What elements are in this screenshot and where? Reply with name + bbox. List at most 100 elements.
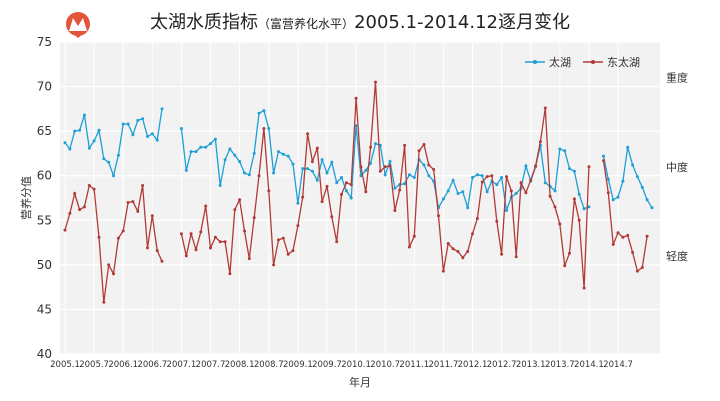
data-point — [73, 129, 77, 133]
data-point — [228, 147, 232, 151]
data-point — [121, 122, 125, 126]
title-main: 太湖水质指标 — [150, 12, 259, 33]
data-point — [102, 157, 106, 161]
data-point — [247, 257, 251, 261]
data-point — [403, 143, 407, 147]
data-point — [68, 147, 72, 151]
data-point — [92, 187, 96, 191]
x-tick-label: 2009.7 — [312, 360, 342, 370]
data-point — [335, 181, 339, 185]
data-point — [291, 249, 295, 253]
data-point — [558, 147, 562, 151]
data-point — [136, 209, 140, 213]
data-point — [218, 184, 222, 187]
data-point — [456, 192, 460, 195]
data-point — [490, 174, 494, 178]
x-axis-label: 年月 — [349, 375, 371, 389]
data-point — [383, 173, 387, 177]
data-point — [393, 186, 397, 190]
data-point — [475, 217, 479, 220]
data-point — [155, 138, 159, 142]
data-point — [495, 183, 499, 187]
x-tick-label: 2011.1 — [399, 360, 429, 370]
data-point — [553, 189, 557, 193]
data-point — [427, 174, 431, 178]
data-point — [335, 240, 339, 244]
data-point — [272, 263, 276, 267]
data-point — [475, 173, 479, 177]
data-point — [505, 175, 508, 179]
data-point — [505, 209, 508, 212]
data-point — [407, 173, 411, 177]
severity-label: 轻度 — [666, 249, 688, 263]
data-point — [437, 214, 440, 218]
data-point — [238, 160, 242, 163]
data-point — [485, 190, 489, 194]
data-point — [228, 272, 232, 276]
legend-label: 东太湖 — [607, 56, 640, 69]
data-point — [243, 229, 246, 233]
data-point — [378, 169, 382, 173]
data-point — [514, 192, 518, 195]
data-point — [252, 216, 256, 220]
data-point — [315, 178, 319, 182]
data-point — [495, 219, 499, 223]
data-point — [233, 153, 237, 157]
data-point — [563, 264, 567, 268]
data-point — [116, 153, 120, 157]
data-point — [325, 171, 329, 175]
data-point — [543, 181, 547, 185]
severity-label: 重度 — [666, 71, 688, 85]
legend-marker — [591, 60, 595, 64]
data-point — [451, 247, 455, 251]
data-point — [204, 145, 208, 149]
data-point — [126, 122, 130, 126]
data-point — [262, 127, 266, 130]
data-point — [349, 183, 353, 187]
x-tick-label: 2010.7 — [370, 360, 400, 370]
data-point — [296, 201, 300, 205]
x-tick-label: 2008.7 — [254, 360, 284, 370]
data-point — [572, 197, 576, 201]
data-point — [572, 169, 576, 173]
data-point — [277, 150, 280, 154]
data-point — [296, 224, 300, 228]
x-tick-label: 2006.1 — [108, 360, 138, 370]
chart-title: 太湖水质指标（富营养化水平）2005.1-2014.12逐月变化 — [0, 8, 720, 34]
y-axis-label: 营养分值 — [19, 176, 33, 220]
data-point — [645, 198, 649, 202]
data-point — [291, 162, 295, 166]
data-point — [577, 218, 581, 222]
data-point — [602, 159, 605, 163]
data-point — [631, 250, 635, 254]
x-tick-label: 2014.1 — [574, 360, 604, 370]
data-point — [407, 245, 411, 249]
data-point — [150, 214, 154, 218]
data-point — [126, 201, 130, 204]
data-point — [611, 242, 615, 246]
x-tick-label: 2010.1 — [341, 360, 371, 370]
x-tick-label: 2007.7 — [196, 360, 226, 370]
data-point — [645, 234, 649, 238]
data-point — [141, 117, 145, 121]
data-point — [344, 189, 348, 193]
data-point — [451, 178, 455, 182]
data-point — [179, 127, 183, 130]
data-point — [136, 118, 140, 122]
data-point — [243, 171, 246, 175]
data-point — [320, 158, 324, 162]
y-tick-label: 50 — [37, 258, 52, 272]
data-point — [189, 232, 193, 236]
data-point — [146, 246, 149, 250]
data-point — [223, 240, 227, 244]
data-point — [446, 189, 450, 193]
data-point — [388, 160, 392, 163]
data-point — [179, 232, 183, 236]
data-point — [213, 235, 217, 239]
data-point — [635, 269, 639, 273]
data-point — [466, 206, 470, 210]
data-point — [364, 190, 368, 194]
data-point — [301, 167, 305, 171]
